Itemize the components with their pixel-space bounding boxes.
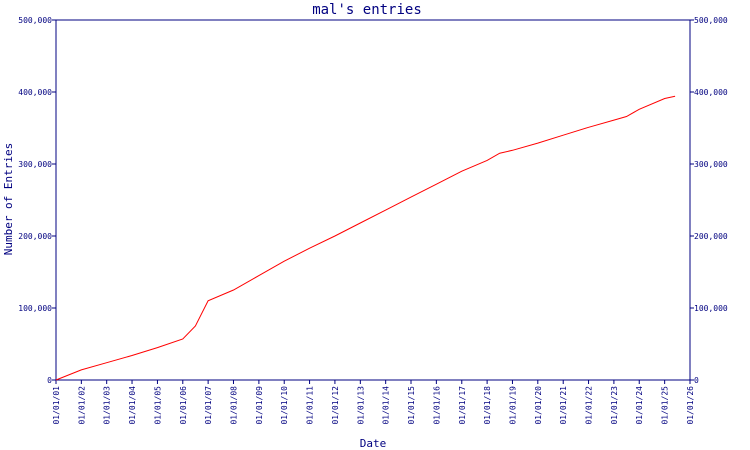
x-tick-label: 01/01/22 bbox=[585, 386, 594, 425]
y-tick-label-right: 0 bbox=[694, 376, 699, 385]
x-tick-label: 01/01/17 bbox=[458, 386, 467, 425]
y-tick-label-left: 200,000 bbox=[18, 232, 52, 241]
x-tick-label: 01/01/23 bbox=[610, 386, 619, 425]
x-tick-label: 01/01/03 bbox=[103, 386, 112, 425]
y-tick-label-right: 400,000 bbox=[694, 88, 728, 97]
y-axis-title: Number of Entries bbox=[2, 143, 15, 256]
x-tick-label: 01/01/15 bbox=[407, 386, 416, 425]
x-tick-label: 01/01/10 bbox=[280, 386, 289, 425]
x-axis-ticks: 01/01/01 01/01/02 01/01/03 01/01/04 01/01/05… bbox=[52, 380, 695, 425]
x-tick-label: 01/01/05 bbox=[153, 386, 162, 425]
y-tick-label-left: 300,000 bbox=[18, 160, 52, 169]
x-tick-label: 01/01/14 bbox=[382, 386, 391, 425]
x-tick-label: 01/01/19 bbox=[508, 386, 517, 425]
series-line bbox=[55, 95, 676, 381]
chart-title: mal's entries bbox=[312, 2, 422, 18]
x-tick-label: 01/01/13 bbox=[356, 386, 365, 425]
x-tick-label: 01/01/04 bbox=[128, 386, 137, 425]
x-tick-label: 01/01/02 bbox=[77, 386, 86, 425]
x-tick-label: 01/01/18 bbox=[483, 386, 492, 425]
x-tick-label: 01/01/01 bbox=[52, 386, 61, 425]
y-tick-label-right: 200,000 bbox=[694, 232, 728, 241]
y-tick-label-right: 500,000 bbox=[694, 16, 728, 25]
x-tick-label: 01/01/25 bbox=[661, 386, 670, 425]
x-axis-title: Date bbox=[360, 437, 387, 450]
y-tick-label-right: 300,000 bbox=[694, 160, 728, 169]
x-tick-label: 01/01/20 bbox=[534, 386, 543, 425]
y-tick-label-left: 100,000 bbox=[18, 304, 52, 313]
x-tick-label: 01/01/12 bbox=[331, 386, 340, 425]
y-axis-ticks: 0 0 100,000 100,000 200,000 200,000 300,000 300… bbox=[18, 16, 728, 385]
x-tick-label: 01/01/16 bbox=[432, 386, 441, 425]
y-tick-label-right: 100,000 bbox=[694, 304, 728, 313]
plot-area-frame bbox=[55, 19, 691, 381]
x-tick-label: 01/01/24 bbox=[635, 386, 644, 425]
x-tick-label: 01/01/21 bbox=[559, 386, 568, 425]
x-tick-label: 01/01/11 bbox=[306, 386, 315, 425]
x-tick-label: 01/01/08 bbox=[229, 386, 238, 425]
y-tick-label-left: 0 bbox=[47, 376, 52, 385]
x-tick-label: 01/01/06 bbox=[179, 386, 188, 425]
y-tick-label-left: 500,000 bbox=[18, 16, 52, 25]
y-tick-label-left: 400,000 bbox=[18, 88, 52, 97]
x-tick-label: 01/01/26 bbox=[686, 386, 695, 425]
x-tick-label: 01/01/07 bbox=[204, 386, 213, 425]
x-tick-label: 01/01/09 bbox=[255, 386, 264, 425]
